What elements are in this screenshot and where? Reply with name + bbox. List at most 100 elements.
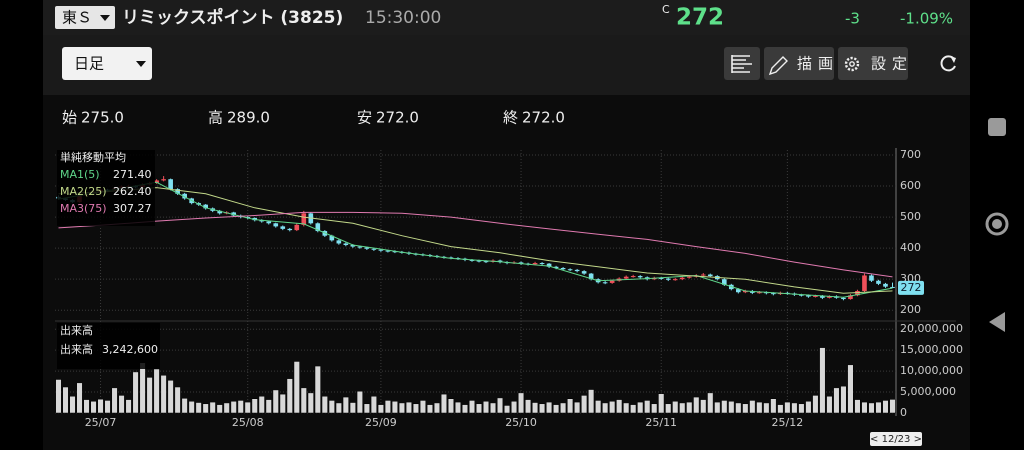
candle-body [357, 246, 363, 248]
nav-back[interactable] [989, 312, 1005, 332]
volume-bar [272, 389, 279, 414]
change-pct: -1.09% [900, 10, 953, 28]
volume-bar [328, 400, 335, 414]
settings-label[interactable]: 設定 [871, 55, 913, 73]
volume-bar [258, 395, 265, 414]
volume-bar [461, 404, 469, 414]
volume-bar [553, 404, 560, 414]
volume-bar [791, 402, 798, 414]
legend-value: 307.27 [113, 202, 152, 215]
gear-icon [844, 56, 860, 72]
volume-bar [118, 395, 125, 414]
refresh-button[interactable] [940, 55, 956, 72]
volume-bar [665, 403, 672, 414]
cursor-label: < 12/23 > [870, 434, 922, 445]
volume-bar [440, 393, 448, 414]
period[interactable]: 日足 [74, 55, 104, 73]
volume-bar [153, 368, 160, 414]
market-box[interactable] [55, 6, 115, 29]
volume-bar [181, 398, 188, 414]
volume-bar [146, 377, 153, 414]
button-box[interactable] [838, 47, 908, 80]
dropdown-arrow [100, 15, 110, 21]
period-box[interactable] [62, 47, 152, 80]
price: 272 [676, 5, 724, 31]
volume-bar [770, 398, 777, 414]
candle-body [371, 248, 377, 250]
volume-bar [728, 401, 735, 414]
y-tick-label: 400 [900, 241, 921, 254]
legend-name: MA3(75) [60, 202, 107, 215]
volume-bar [875, 401, 882, 414]
volume-bar [489, 402, 497, 414]
volume-bar [216, 404, 223, 414]
volume-bar [539, 403, 546, 414]
candle-body [883, 283, 888, 287]
draw-button[interactable]: 描画 [764, 47, 839, 80]
last-price: 272 [901, 281, 922, 294]
ma-line [58, 211, 893, 278]
market[interactable]: 東Ｓ [62, 9, 92, 27]
candle-body [392, 251, 398, 253]
volume-bar [525, 399, 532, 414]
nav-home-dot [992, 219, 1002, 229]
draw-label[interactable]: 描画 [797, 55, 839, 73]
candle-body [848, 295, 853, 300]
summary-value: 289.0 [227, 109, 270, 127]
x-tick-label: 25/09 [365, 416, 397, 429]
volume-bar [342, 396, 349, 414]
volume-bar [749, 400, 756, 414]
volume-bar [321, 395, 328, 414]
volume-bar [651, 403, 658, 414]
volume-bar [90, 401, 97, 414]
nav-recents[interactable] [988, 118, 1006, 136]
ohlc-summary: 始 275.0 高 289.0 安 272.0 終 272.0 [62, 109, 565, 127]
volume-bar [567, 398, 574, 414]
volume-bar [279, 393, 286, 414]
candle-body [532, 263, 538, 265]
volume-bar [83, 399, 90, 414]
candle-body [672, 279, 678, 281]
period-select[interactable]: 日足 [62, 47, 152, 80]
volume-bar [223, 402, 230, 414]
button-box[interactable] [764, 47, 834, 80]
candle-body [483, 261, 489, 263]
candle-body [273, 223, 279, 227]
candle-body [161, 179, 166, 181]
price-flag: C [662, 3, 670, 16]
volume-bar [482, 401, 490, 414]
candle-body [378, 249, 384, 251]
legend-value: 262.40 [113, 185, 152, 198]
volume-bar [868, 402, 875, 414]
volume-bar [139, 362, 146, 414]
legend-name: MA1(5) [60, 168, 100, 181]
volume-bar [574, 401, 581, 414]
volume-bar [756, 401, 763, 414]
volume-bar [202, 403, 209, 414]
x-tick-label: 25/10 [505, 416, 537, 429]
nav-home[interactable] [985, 212, 1009, 236]
summary-value: 272.0 [376, 109, 419, 127]
volume-bar [454, 401, 462, 414]
list-button[interactable] [724, 47, 760, 80]
candle-body [154, 180, 159, 183]
ma-line [58, 181, 893, 298]
volume-bar [356, 390, 363, 414]
candle-body [876, 280, 881, 284]
volume-bar [412, 403, 419, 414]
refresh-icon[interactable] [940, 55, 956, 72]
volume-bar [251, 398, 258, 414]
candle-body [820, 295, 825, 298]
volume-bar [777, 404, 784, 414]
market-select[interactable]: 東Ｓ [55, 6, 115, 29]
volume-bar [700, 399, 707, 414]
settings-button[interactable]: 設定 [838, 47, 913, 80]
candle-body [203, 204, 208, 209]
candle-body [862, 275, 867, 291]
volume-bar [76, 382, 83, 414]
y-tick-label: 20,000,000 [900, 322, 963, 335]
volume-bar [433, 402, 441, 414]
candle-body [771, 293, 776, 295]
